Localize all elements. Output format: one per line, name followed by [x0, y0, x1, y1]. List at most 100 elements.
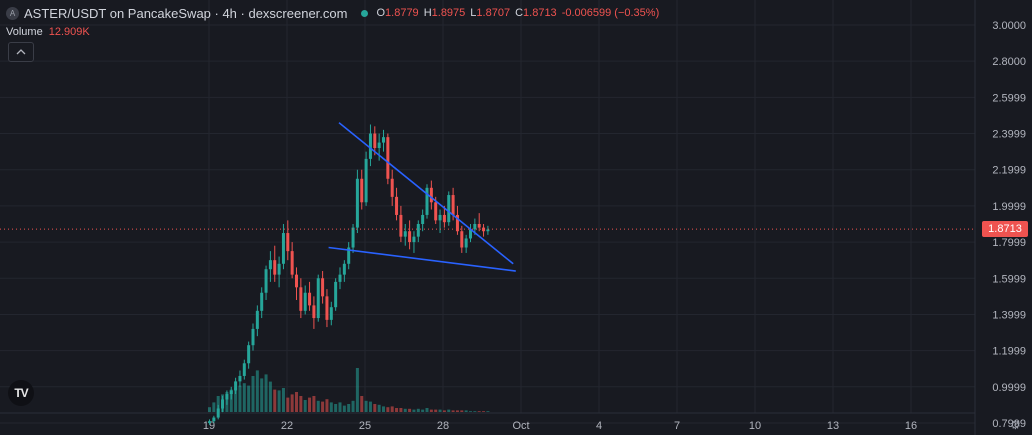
candle-body — [329, 307, 333, 320]
volume-bar — [268, 381, 272, 412]
candle-body — [225, 394, 229, 400]
candle-body — [416, 223, 420, 237]
volume-bar — [321, 401, 325, 412]
candle-body — [403, 231, 407, 237]
volume-bar — [312, 396, 316, 412]
candle-body — [382, 137, 385, 143]
volume-bar — [360, 396, 364, 412]
volume-bar — [368, 401, 372, 412]
x-tick-label: 4 — [596, 420, 602, 432]
candle-body — [460, 231, 464, 248]
candle-body — [264, 269, 268, 293]
candle-body — [234, 381, 238, 391]
candle-body — [368, 133, 372, 159]
volume-bar — [277, 390, 281, 412]
y-tick-label: 1.9999 — [992, 201, 1026, 213]
volume-bar — [416, 408, 420, 412]
chevron-up-icon — [16, 49, 26, 55]
candle-body — [351, 227, 355, 248]
chart-title: ASTER/USDT on PancakeSwap · 4h · dexscre… — [24, 5, 348, 21]
ohlc-low-label: L — [470, 7, 477, 19]
ohlc-open-label: O — [376, 7, 386, 19]
volume-bar — [455, 410, 459, 412]
candle-body — [229, 390, 233, 395]
volume-bar — [395, 408, 399, 412]
x-tick-label: 16 — [905, 420, 917, 432]
volume-bar — [281, 388, 285, 412]
volume-bar — [434, 409, 438, 412]
volume-label: Volume — [6, 26, 43, 38]
candle-body — [469, 229, 472, 239]
x-tick-label: 25 — [359, 420, 371, 432]
volume-bar — [451, 410, 455, 412]
volume-bar — [399, 408, 403, 412]
volume-bar — [377, 404, 381, 412]
volume-bar — [334, 404, 338, 412]
candle-body — [360, 178, 364, 203]
candle-body — [221, 399, 225, 409]
candle-body — [238, 375, 242, 382]
ohlc-low-value: 1.8707 — [476, 7, 511, 19]
volume-bar — [390, 406, 394, 412]
trendline-upper — [338, 122, 514, 265]
candle-body — [364, 158, 368, 203]
volume-bar — [364, 400, 368, 412]
collapse-legend-button[interactable] — [8, 42, 34, 62]
volume-legend: Volume 12.909K — [6, 26, 90, 38]
volume-bar — [425, 408, 429, 412]
candle-body — [482, 227, 486, 232]
ohlc-close-value: 1.8713 — [523, 7, 557, 19]
candle-body — [290, 251, 294, 275]
candle-body — [421, 214, 425, 224]
candle-body — [308, 292, 312, 306]
y-tick-label: 0.9999 — [992, 382, 1026, 394]
volume-bar — [234, 388, 238, 412]
candle-body — [390, 178, 394, 197]
y-tick-label: 2.3999 — [992, 129, 1026, 141]
candle-body — [373, 133, 377, 149]
candle-body — [399, 214, 403, 237]
candle-body — [303, 292, 307, 311]
volume-bar — [386, 407, 390, 412]
chart-legend: A ASTER/USDT on PancakeSwap · 4h · dexsc… — [6, 4, 659, 22]
candle-body — [473, 223, 477, 230]
volume-bar — [382, 406, 385, 412]
candle-body — [455, 214, 459, 232]
candle-body — [434, 202, 438, 221]
volume-bar — [421, 409, 425, 412]
volume-bar — [251, 376, 255, 412]
candle-body — [281, 233, 285, 264]
price-change: -0.006599 (−0.35%) — [561, 7, 660, 19]
volume-bar — [429, 409, 433, 412]
candle-body — [342, 263, 346, 275]
y-tick-label: 1.1999 — [992, 346, 1026, 358]
volume-bar — [295, 392, 298, 412]
candle-body — [277, 263, 281, 275]
volume-bar — [351, 400, 355, 412]
candle-body — [395, 196, 399, 215]
x-tick-label: 13 — [827, 420, 839, 432]
candle-body — [442, 214, 446, 223]
volume-bar — [208, 407, 211, 412]
volume-bar — [329, 402, 333, 412]
trendline-lower — [328, 246, 516, 272]
volume-bar — [408, 408, 412, 412]
candle-body — [273, 260, 277, 275]
gear-icon[interactable]: ⚙ — [1010, 418, 1021, 432]
candle-body — [247, 345, 251, 364]
token-logo-icon: A — [6, 6, 19, 20]
candle-body — [255, 310, 259, 329]
volume-bar — [338, 402, 342, 412]
market-status-dot — [361, 9, 369, 17]
volume-bar — [464, 410, 468, 412]
volume-bar — [229, 389, 233, 412]
candle-body — [464, 238, 468, 248]
volume-bar — [242, 383, 246, 412]
x-tick-label: 22 — [281, 420, 293, 432]
volume-bar — [290, 394, 294, 412]
volume-bar — [247, 385, 251, 412]
tradingview-logo[interactable]: TV — [8, 380, 34, 406]
candle-body — [408, 231, 412, 243]
y-tick-label: 1.3999 — [992, 309, 1026, 321]
